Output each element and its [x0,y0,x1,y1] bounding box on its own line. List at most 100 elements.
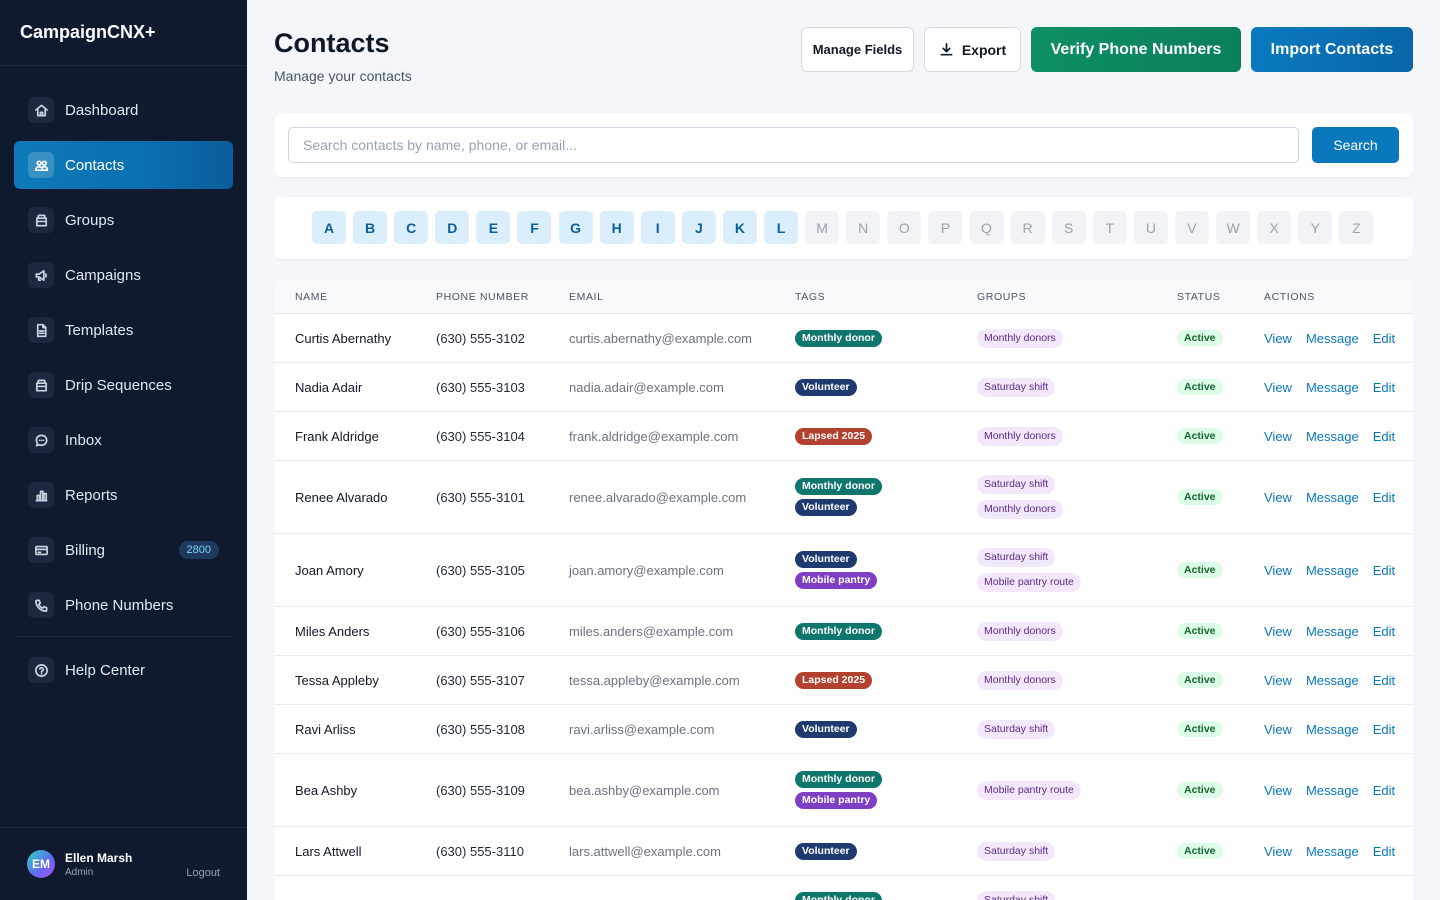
sidebar-item-inbox[interactable]: Inbox [14,416,233,464]
sidebar-item-dashboard[interactable]: Dashboard [14,86,233,134]
contact-name[interactable]: Renee Alvarado [295,489,388,505]
import-contacts-button[interactable]: Import Contacts [1251,27,1413,72]
view-link[interactable]: View [1264,623,1292,639]
contact-phone: (630) 555-3101 [436,489,525,505]
sidebar-item-groups[interactable]: Groups [14,196,233,244]
bar-chart-icon [28,482,54,508]
brand-logo[interactable]: CampaignCNX+ [0,0,247,66]
letter-filter-a[interactable]: A [312,211,346,244]
edit-link[interactable]: Edit [1372,623,1396,639]
view-link[interactable]: View [1264,843,1292,859]
letter-filter-h[interactable]: H [599,211,634,244]
table-row[interactable]: Curtis Abernathy (630) 555-3102 curtis.abe… [274,314,1413,363]
letter-filter-g[interactable]: G [558,211,593,244]
view-link[interactable]: View [1264,330,1292,346]
table-row[interactable]: Renee Alvarado (630) 555-3101 renee.alvara… [274,461,1413,534]
search-button[interactable]: Search [1312,127,1399,163]
contact-name[interactable]: Tessa Appleby [295,672,379,688]
view-link[interactable]: View [1264,489,1292,505]
sidebar-item-campaigns[interactable]: Campaigns [14,251,233,299]
message-link[interactable]: Message [1305,379,1359,395]
contact-name[interactable]: Frank Aldridge [295,428,379,444]
contact-name[interactable]: Miles Anders [295,623,370,639]
logout-link[interactable]: Logout [186,867,220,879]
message-link[interactable]: Message [1305,428,1359,444]
table-row[interactable]: Bea Ashby (630) 555-3109 bea.ashby@example… [274,754,1413,827]
search-input[interactable] [288,127,1299,163]
message-link[interactable]: Message [1305,562,1359,578]
manage-fields-button[interactable]: Manage Fields [801,27,914,72]
table-row[interactable]: Ravi Arliss (630) 555-3108 ravi.arliss@exa… [274,705,1413,754]
column-header-phone[interactable]: PHONE NUMBER [436,291,529,303]
actions-cell: View Message Edit [1264,754,1409,826]
letter-filter-v: V [1174,211,1209,244]
contact-name[interactable]: Curtis Abernathy [295,330,392,346]
column-header-tags[interactable]: TAGS [795,291,826,303]
contact-name[interactable]: Nadia Adair [295,379,363,395]
avatar[interactable]: EM [27,850,55,878]
letter-filter-i[interactable]: I [640,211,675,244]
view-link[interactable]: View [1264,379,1292,395]
table-row[interactable]: Monthly donor Saturday shift [274,876,1413,900]
table-row[interactable]: Lars Attwell (630) 555-3110 lars.attwell@e… [274,827,1413,876]
edit-link[interactable]: Edit [1372,672,1396,688]
message-link[interactable]: Message [1305,782,1359,798]
edit-link[interactable]: Edit [1372,721,1396,737]
letter-filter-b[interactable]: B [353,211,388,244]
letter-filter-d[interactable]: D [435,211,470,244]
letter-filter-j[interactable]: J [681,211,716,244]
view-link[interactable]: View [1264,721,1292,737]
contact-email: ravi.arliss@example.com [569,721,715,737]
status-badge: Active [1177,562,1223,578]
column-header-email[interactable]: EMAIL [569,291,604,303]
sidebar-item-help-center[interactable]: Help Center [14,646,233,694]
view-link[interactable]: View [1264,672,1292,688]
export-label: Export [961,41,1007,58]
table-row[interactable]: Miles Anders (630) 555-3106 miles.anders@e… [274,607,1413,656]
sidebar-item-reports[interactable]: Reports [14,471,233,519]
letter-filter-f[interactable]: F [517,211,552,244]
message-link[interactable]: Message [1305,489,1359,505]
table-row[interactable]: Joan Amory (630) 555-3105 joan.amory@examp… [274,534,1413,607]
table-row[interactable]: Nadia Adair (630) 555-3103 nadia.adair@exa… [274,363,1413,412]
status-cell: Active [1177,412,1223,460]
letter-filter-c[interactable]: C [394,211,429,244]
table-row[interactable]: Frank Aldridge (630) 555-3104 frank.aldrid… [274,412,1413,461]
edit-link[interactable]: Edit [1372,782,1396,798]
sidebar-item-drip-sequences[interactable]: Drip Sequences [14,361,233,409]
message-link[interactable]: Message [1305,672,1359,688]
edit-link[interactable]: Edit [1372,330,1396,346]
column-header-groups[interactable]: GROUPS [977,291,1027,303]
table-row[interactable]: Tessa Appleby (630) 555-3107 tessa.appleby… [274,656,1413,705]
tag-badge: Volunteer [795,842,857,860]
view-link[interactable]: View [1264,562,1292,578]
contact-name[interactable]: Ravi Arliss [295,721,356,737]
contact-name[interactable]: Joan Amory [295,562,364,578]
column-header-name[interactable]: NAME [295,291,328,303]
verify-phone-numbers-button[interactable]: Verify Phone Numbers [1031,27,1241,72]
view-link[interactable]: View [1264,428,1292,444]
user-profile[interactable]: EM Ellen Marsh Admin Logout [0,827,247,900]
edit-link[interactable]: Edit [1372,379,1396,395]
contact-name[interactable]: Bea Ashby [295,782,358,798]
edit-link[interactable]: Edit [1372,428,1396,444]
message-link[interactable]: Message [1305,721,1359,737]
edit-link[interactable]: Edit [1372,562,1396,578]
view-link[interactable]: View [1264,782,1292,798]
letter-filter-l[interactable]: L [764,211,799,244]
contact-name[interactable]: Lars Attwell [295,843,362,859]
status-cell: Active [1177,705,1223,753]
message-link[interactable]: Message [1305,843,1359,859]
sidebar-item-contacts[interactable]: Contacts [14,141,233,189]
sidebar-item-billing[interactable]: Billing 2800 [14,526,233,574]
edit-link[interactable]: Edit [1372,489,1396,505]
letter-filter-e[interactable]: E [476,211,511,244]
message-link[interactable]: Message [1305,623,1359,639]
sidebar-item-phone-numbers[interactable]: Phone Numbers [14,581,233,629]
letter-filter-k[interactable]: K [722,211,757,244]
sidebar-item-templates[interactable]: Templates [14,306,233,354]
column-header-status[interactable]: STATUS [1177,291,1221,303]
edit-link[interactable]: Edit [1372,843,1396,859]
message-link[interactable]: Message [1305,330,1359,346]
export-button[interactable]: Export [924,27,1021,72]
